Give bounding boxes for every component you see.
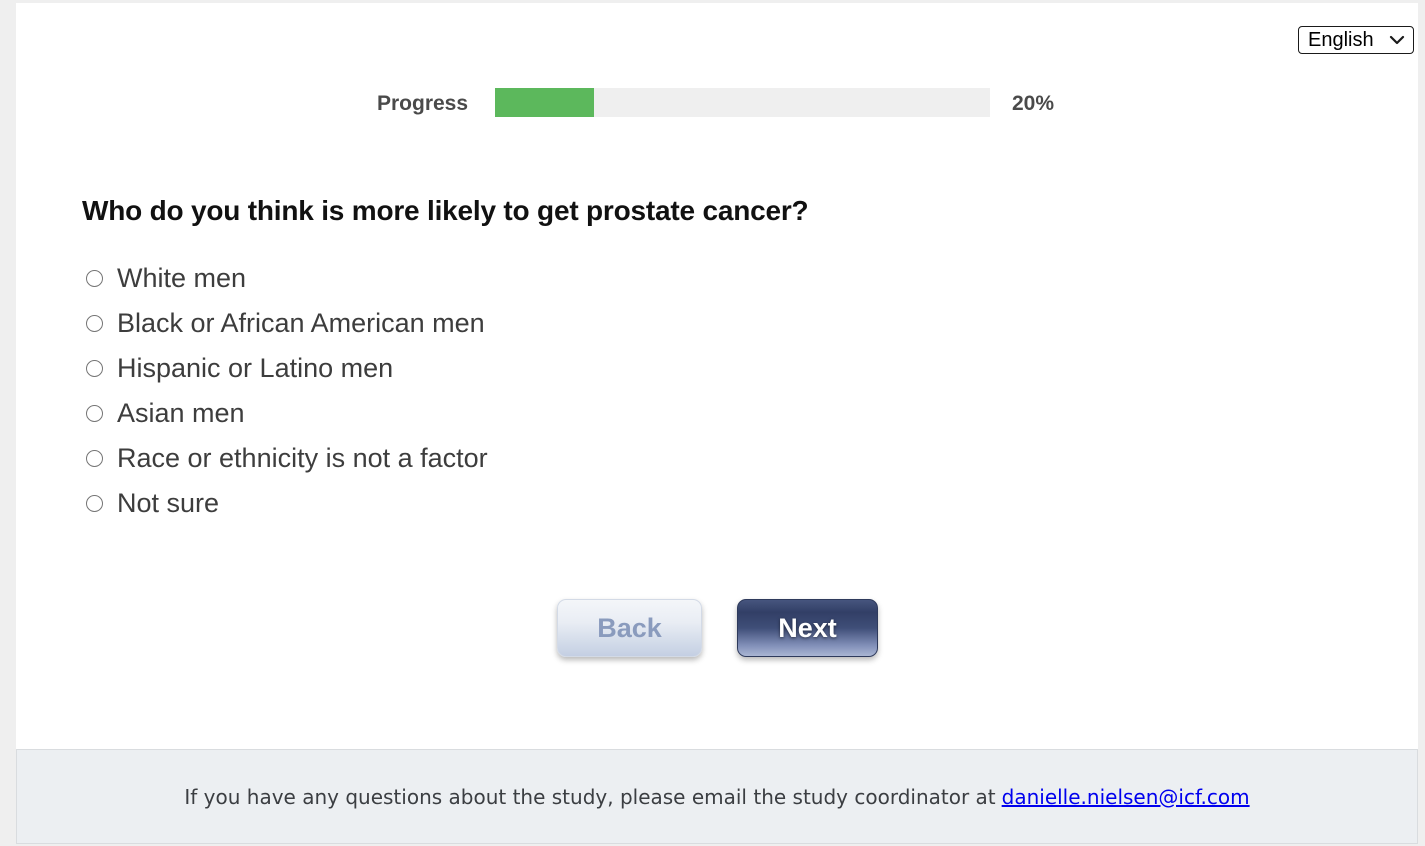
page-container: English Progress 20% Who do you think is… [16,3,1418,844]
radio-option-label[interactable]: Black or African American men [117,307,485,338]
radio-button[interactable] [86,269,103,287]
footer: If you have any questions about the stud… [16,749,1418,844]
radio-button[interactable] [86,449,103,467]
radio-option-row: White men [86,256,488,300]
radio-option-label[interactable]: Hispanic or Latino men [117,352,394,383]
radio-option-label[interactable]: Race or ethnicity is not a factor [117,442,488,473]
radio-button[interactable] [86,404,103,422]
progress-label: Progress [377,92,469,115]
chevron-down-icon [1389,35,1405,45]
language-select[interactable]: English [1298,26,1414,54]
radio-button[interactable] [86,494,103,512]
radio-option-row: Black or African American men [86,301,488,345]
radio-option-row: Asian men [86,391,488,435]
question-title: Who do you think is more likely to get p… [82,195,809,226]
footer-text: If you have any questions about the stud… [184,784,996,809]
footer-email-link[interactable]: danielle.nielsen@icf.com [1001,784,1250,809]
radio-option-row: Not sure [86,481,488,525]
progress-percent: 20% [1012,92,1055,115]
radio-button[interactable] [86,359,103,377]
radio-option-label[interactable]: White men [117,262,247,293]
progress-fill [495,88,594,117]
radio-option-row: Race or ethnicity is not a factor [86,436,488,480]
options-list: White men Black or African American men … [86,256,488,525]
radio-option-row: Hispanic or Latino men [86,346,488,390]
radio-option-label[interactable]: Not sure [117,487,220,518]
progress-bar [495,88,990,117]
back-button[interactable]: Back [557,599,702,657]
radio-button[interactable] [86,314,103,332]
next-button[interactable]: Next [737,599,878,657]
radio-option-label[interactable]: Asian men [117,397,245,428]
language-select-value: English [1308,28,1374,51]
